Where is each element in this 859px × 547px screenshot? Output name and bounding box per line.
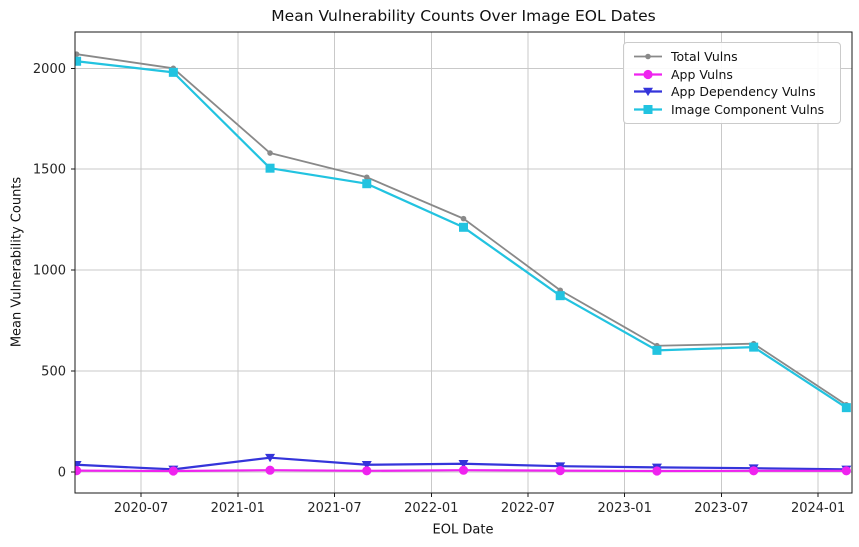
- marker-app-vulns: [265, 465, 275, 475]
- marker-app-dependency-vulns: [361, 460, 372, 470]
- x-tick-label: 2022-01: [404, 501, 458, 516]
- legend-label: App Dependency Vulns: [671, 84, 816, 100]
- legend-sample-marker: [643, 69, 653, 79]
- marker-app-vulns: [458, 465, 469, 475]
- x-tick-label: 2021-07: [307, 501, 361, 516]
- marker-image-component-vulns: [459, 222, 468, 232]
- chart-title: Mean Vulnerability Counts Over Image EOL…: [271, 7, 656, 25]
- legend-item-image-component-vulns: Image Component Vulns: [633, 101, 832, 119]
- legend-sample-marker: [643, 104, 653, 114]
- legend-item-app-dependency-vulns: App Dependency Vulns: [633, 83, 832, 101]
- marker-total-vulns: [363, 174, 370, 181]
- legend-sample-2: [634, 87, 662, 97]
- series-image-component-vulns: [75, 56, 851, 413]
- marker-image-component-vulns: [265, 163, 275, 173]
- y-tick-label: 2000: [33, 62, 66, 77]
- legend-sample-0: [634, 53, 662, 60]
- marker-app-vulns: [749, 466, 759, 476]
- legend-sample-1: [634, 69, 662, 79]
- marker-image-component-vulns: [168, 67, 178, 77]
- x-tick-label: 2023-07: [694, 501, 748, 516]
- y-tick-label: 0: [58, 465, 66, 480]
- legend-sample-marker: [643, 87, 653, 97]
- marker-image-component-vulns: [555, 291, 565, 301]
- marker-image-component-vulns: [749, 342, 759, 352]
- plot-spines: [74, 31, 853, 494]
- y-tick-label: 1000: [33, 264, 66, 279]
- marker-total-vulns: [460, 215, 467, 222]
- y-tick-label: 1500: [33, 163, 66, 178]
- legend-label: App Vulns: [671, 66, 733, 82]
- marker-app-vulns: [652, 466, 662, 476]
- legend: Total Vulns App Vulns App Dependency Vulns…: [623, 42, 841, 124]
- marker-app-vulns: [555, 466, 565, 476]
- marker-image-component-vulns: [841, 403, 851, 413]
- x-tick-label: 2021-01: [211, 501, 265, 516]
- marker-app-vulns: [841, 466, 851, 476]
- legend-label: Image Component Vulns: [671, 101, 825, 117]
- series-group: [75, 51, 852, 476]
- marker-total-vulns: [267, 150, 273, 156]
- x-tick-label: 2022-07: [501, 501, 555, 516]
- x-tick-label: 2024-01: [791, 501, 845, 516]
- x-tick-label: 2023-01: [598, 501, 652, 516]
- legend-label: Total Vulns: [671, 49, 738, 65]
- marker-app-dependency-vulns: [265, 453, 276, 463]
- marker-app-vulns: [75, 466, 82, 476]
- marker-image-component-vulns: [75, 56, 82, 66]
- legend-sample-3: [634, 104, 662, 114]
- legend-item-total-vulns: Total Vulns: [633, 48, 832, 66]
- marker-app-dependency-vulns: [458, 459, 469, 469]
- legend-item-app-vulns: App Vulns: [633, 66, 832, 84]
- y-axis-label: Mean Vulnerability Counts: [9, 176, 25, 348]
- marker-image-component-vulns: [362, 179, 372, 189]
- y-tick-label: 500: [41, 364, 66, 379]
- series-app-vulns: [75, 465, 851, 476]
- legend-sample-marker: [645, 53, 651, 60]
- marker-image-component-vulns: [652, 345, 662, 355]
- marker-app-vulns: [362, 466, 372, 476]
- marker-total-vulns: [75, 51, 80, 57]
- x-axis-label: EOL Date: [432, 522, 494, 538]
- marker-app-vulns: [168, 466, 178, 476]
- x-tick-label: 2020-07: [114, 501, 168, 516]
